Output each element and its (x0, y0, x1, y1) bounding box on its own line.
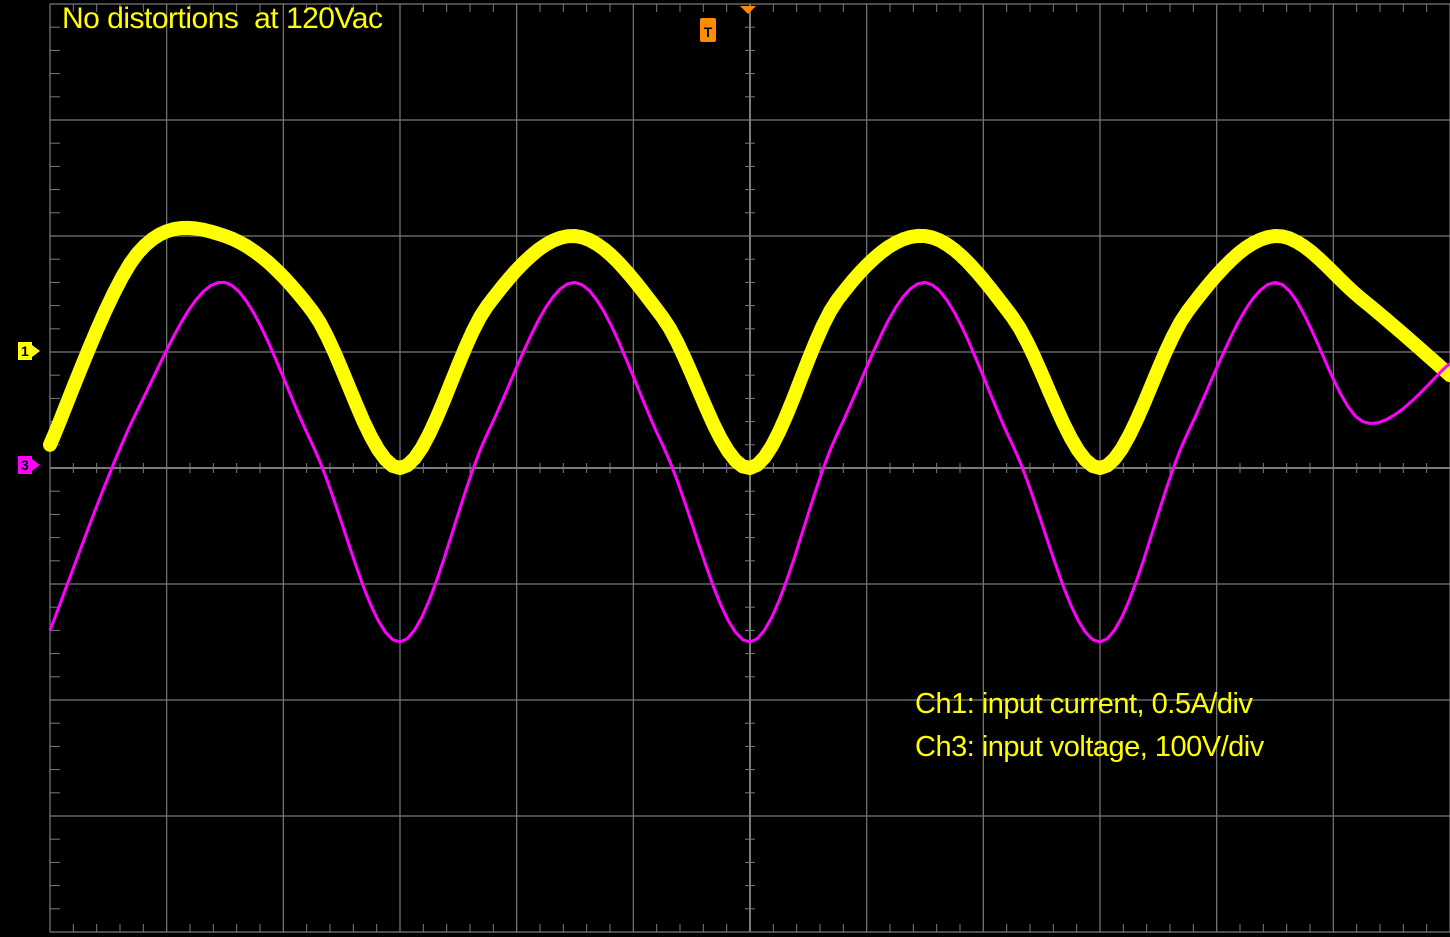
ch1-annotation: Ch1: input current, 0.5A/div (915, 688, 1253, 720)
ch1-ground-marker: 1 (18, 342, 40, 360)
ch3-voltage-trace (48, 280, 1450, 644)
svg-text:T: T (704, 24, 713, 40)
graticule-grid (49, 3, 1450, 933)
ch3-annotation: Ch3: input voltage, 100V/div (915, 731, 1264, 763)
trigger-marker: T (700, 6, 756, 42)
ch1-current-trace (43, 220, 1450, 475)
ch3-ground-marker: 3 (18, 456, 40, 474)
page-title: No distortions at 120Vac (62, 2, 383, 35)
